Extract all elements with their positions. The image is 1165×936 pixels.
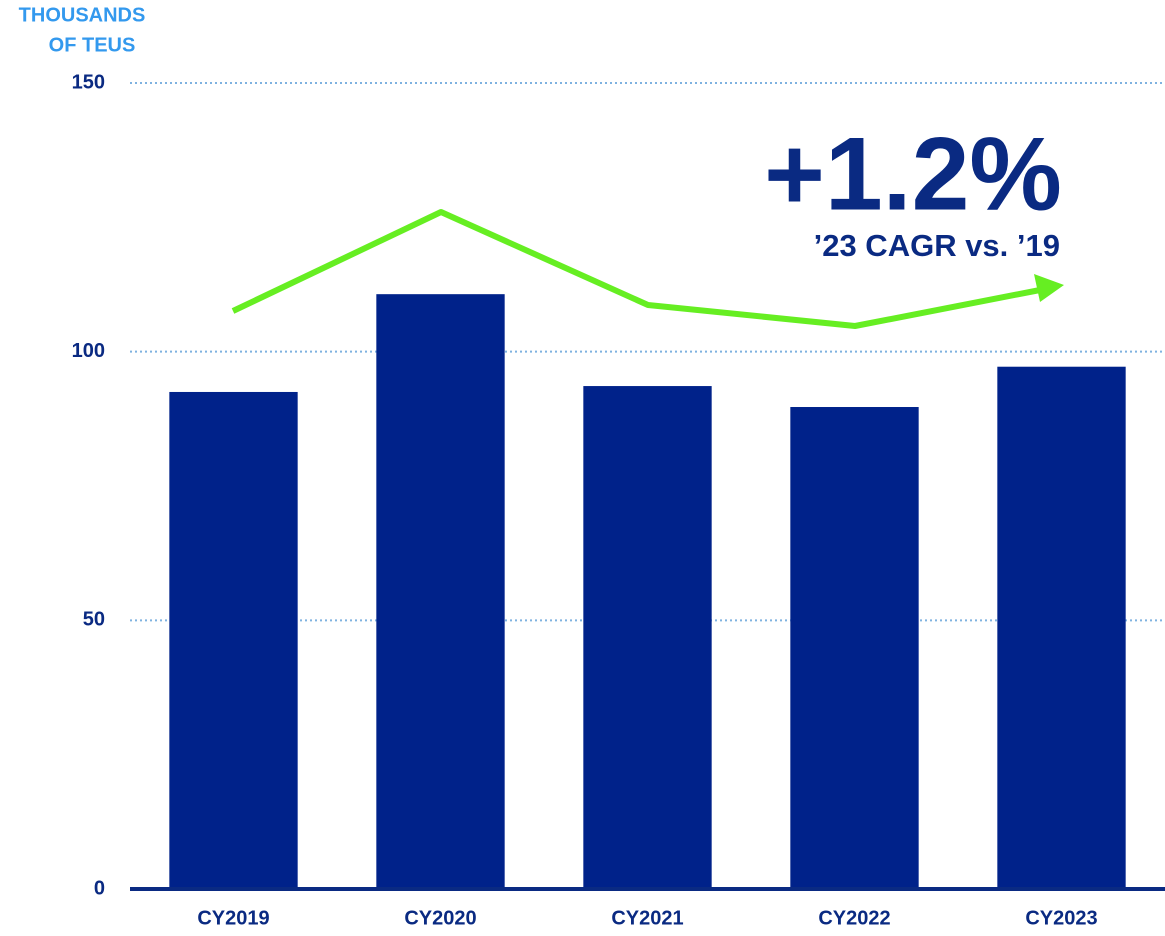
arrow-head <box>1034 274 1064 302</box>
bar <box>997 366 1126 889</box>
cagr-value: +1.2% <box>764 116 1062 232</box>
y-tick-label: 50 <box>83 609 105 631</box>
y-tick-label: 150 <box>72 71 105 93</box>
bar <box>790 407 919 889</box>
bar <box>583 386 712 889</box>
y-axis-label: THOUSANDS <box>19 4 146 26</box>
y-tick-label: 100 <box>72 340 105 362</box>
trend-arrow <box>231 209 1041 329</box>
y-tick-label: 0 <box>94 877 105 899</box>
cagr-caption: ’23 CAGR vs. ’19 <box>814 228 1060 263</box>
x-tick-label: CY2022 <box>818 907 890 929</box>
x-tick-label: CY2019 <box>197 907 269 929</box>
x-tick-label: CY2023 <box>1025 907 1097 929</box>
x-tick-label: CY2021 <box>611 907 683 929</box>
x-tick-label: CY2020 <box>404 907 476 929</box>
y-axis-label: OF TEUS <box>49 34 136 56</box>
bar <box>376 294 505 889</box>
bar <box>169 391 298 889</box>
